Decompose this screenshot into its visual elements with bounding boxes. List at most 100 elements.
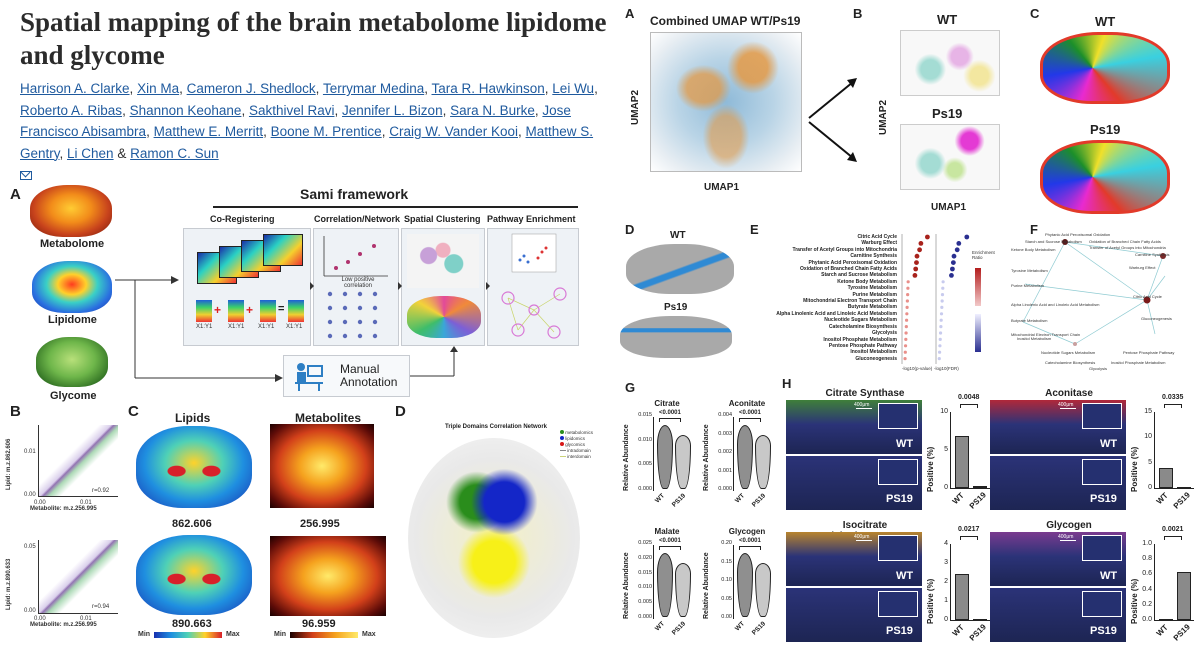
brain-ps19-cluster-map bbox=[1040, 140, 1170, 214]
author-link[interactable]: Craig W. Vander Kooi bbox=[389, 124, 519, 139]
pathway-label: Oxidation of Branched Chain Fatty Acids bbox=[799, 266, 897, 273]
network-node-label: Gluconeogenesis bbox=[1141, 316, 1172, 321]
e-fdr-colorbar bbox=[975, 314, 981, 352]
e-p-colorbar bbox=[975, 268, 981, 306]
metabolites-title: Metabolites bbox=[295, 411, 362, 425]
step-arrows bbox=[310, 282, 490, 290]
network-node-label: Mitochondrial Electron Transport Chain bbox=[1011, 332, 1081, 337]
e-legend-title: Enrichment Ratio bbox=[972, 250, 995, 260]
network-node-label: Phytanic Acid Peroxisomal Oxidation bbox=[1045, 232, 1111, 237]
enrichment-dot-p bbox=[914, 253, 920, 259]
violin-ytick: 0.010 bbox=[638, 436, 652, 443]
author-link[interactable]: Jennifer L. Bizon bbox=[342, 102, 443, 118]
author-link[interactable]: Harrison A. Clarke bbox=[20, 81, 130, 96]
author-link[interactable]: Tara R. Hawkinson bbox=[431, 81, 545, 96]
stain-scale-bar bbox=[1060, 408, 1076, 409]
enrichment-dot-p bbox=[903, 357, 907, 361]
stain-title: Glycogen bbox=[1046, 520, 1092, 531]
lipids-title: Lipids bbox=[175, 411, 211, 425]
violin-wt bbox=[657, 553, 673, 617]
author-link[interactable]: Boone M. Prentice bbox=[270, 124, 382, 139]
violin-yaxis bbox=[733, 545, 734, 619]
pathway-label: Transfer of Acetyl Groups into Mitochond… bbox=[792, 246, 897, 253]
pathway-label: Glycolysis bbox=[871, 330, 897, 337]
bar-bracket bbox=[960, 536, 978, 540]
bar-ytick: 0 bbox=[1148, 484, 1152, 491]
author-link[interactable]: Ramon C. Sun bbox=[130, 145, 219, 161]
bar-p-value: 0.0335 bbox=[1162, 394, 1184, 401]
coord-4: X1:Y1 bbox=[286, 324, 303, 330]
triple-domain-network bbox=[408, 438, 580, 638]
pathway-label-list: Citric Acid Cycle Warburg Effect Transfer … bbox=[745, 234, 897, 362]
email-icon[interactable] bbox=[20, 171, 32, 180]
author-link[interactable]: Shannon Keohane bbox=[129, 102, 242, 118]
violin-ylabel: Relative Abundance bbox=[703, 552, 710, 619]
violin-p-value: <0.0001 bbox=[739, 410, 761, 416]
framework-title: Sami framework bbox=[300, 186, 409, 202]
author-link[interactable]: Xin Ma bbox=[137, 81, 180, 96]
network-node-label: Inositol Phosphate Metabolism bbox=[1111, 360, 1166, 365]
author-link[interactable]: Sara N. Burke bbox=[450, 102, 535, 118]
lipid-scale-min: Min bbox=[138, 631, 151, 638]
metabolite-image-2 bbox=[270, 536, 386, 616]
violin-ytick: 0.001 bbox=[718, 467, 732, 474]
scatter2-xlabel: Metabolite: m.z.256.995 bbox=[30, 622, 97, 628]
author-link[interactable]: Roberto A. Ribas bbox=[20, 102, 123, 118]
pathway-label: Pentose Phosphate Pathway bbox=[828, 342, 897, 349]
pixel-spectrum-4 bbox=[288, 300, 304, 322]
bar-xaxis bbox=[1154, 620, 1194, 621]
violin-ytick: 0.020 bbox=[638, 554, 652, 561]
enrichment-dot-p bbox=[905, 299, 909, 303]
bar-yaxis bbox=[1154, 412, 1155, 488]
umap-ps19-plot bbox=[900, 124, 1000, 190]
author-link[interactable]: Li Chen bbox=[67, 145, 114, 161]
pixel-spectrum-1 bbox=[196, 300, 212, 322]
author-link[interactable]: Jose Francisco Abisambra bbox=[20, 102, 571, 140]
violin-ytick: 0.004 bbox=[718, 412, 732, 418]
computer-user-icon bbox=[292, 360, 324, 392]
enrichment-dot-p bbox=[904, 331, 908, 335]
enrichment-dot-p bbox=[906, 280, 910, 284]
pixel-spectrum-2 bbox=[228, 300, 244, 322]
author-link[interactable]: Terrymar Medina bbox=[322, 81, 425, 96]
pathway-label: Butyrate Metabolism bbox=[847, 304, 897, 311]
enrichment-dot-fdr bbox=[939, 325, 943, 329]
violin-title: Glycogen bbox=[728, 527, 766, 536]
lipid-value-1: 862.606 bbox=[172, 518, 212, 530]
violin-x-ps19: PS19 bbox=[750, 620, 768, 637]
fig1-panel-a-label: A bbox=[10, 186, 21, 203]
stain-label-wt: WT bbox=[1100, 570, 1118, 582]
umap-wt-plot bbox=[900, 30, 1000, 96]
violin-chart: Glycogen <0.0001 Relative Abundance 0.20 0.1… bbox=[703, 523, 785, 645]
bar-xaxis bbox=[950, 620, 990, 621]
scatter2-xtick-right: 0.01 bbox=[80, 616, 92, 622]
enrichment-dot-fdr bbox=[954, 247, 960, 253]
metabolome-brain-image bbox=[30, 185, 112, 237]
author-link[interactable]: Matthew E. Merritt bbox=[153, 124, 264, 139]
pathway-label: Purine Metabolism bbox=[852, 291, 897, 298]
bar-x-ps19: PS19 bbox=[967, 622, 988, 643]
author-link[interactable]: Cameron J. Shedlock bbox=[186, 81, 316, 96]
stain-inset-wt bbox=[1082, 535, 1122, 561]
violin-x-ps19: PS19 bbox=[670, 620, 688, 637]
pathway-label: Mitochondrial Electron Transport Chain bbox=[803, 298, 897, 305]
page-title: Spatial mapping of the brain metabolome … bbox=[20, 7, 607, 70]
bar-bracket bbox=[1164, 404, 1182, 408]
bar-ytick: 2 bbox=[944, 578, 948, 585]
stain-scale: 400μm bbox=[854, 534, 870, 540]
bar-xaxis bbox=[950, 488, 990, 489]
enrichment-dot-fdr bbox=[949, 273, 954, 278]
bar-ps19 bbox=[973, 619, 987, 621]
metabolite-value-1: 256.995 bbox=[300, 518, 340, 530]
metabolite-image-1 bbox=[270, 424, 374, 508]
stain-inset-ps19 bbox=[878, 591, 918, 617]
bar-x-ps19: PS19 bbox=[967, 490, 988, 511]
network-title: Triple Domains Correlation Network bbox=[445, 424, 548, 430]
fig1-panel-c-label: C bbox=[128, 403, 139, 420]
metabolite-value-2: 96.959 bbox=[302, 618, 336, 630]
bar-ps19 bbox=[973, 486, 987, 489]
author-link[interactable]: Matthew S. Gentry bbox=[20, 124, 594, 161]
author-link[interactable]: Sakthivel Ravi bbox=[248, 102, 335, 118]
bar-ytick: 5 bbox=[944, 446, 948, 453]
author-link[interactable]: Lei Wu bbox=[552, 81, 595, 96]
